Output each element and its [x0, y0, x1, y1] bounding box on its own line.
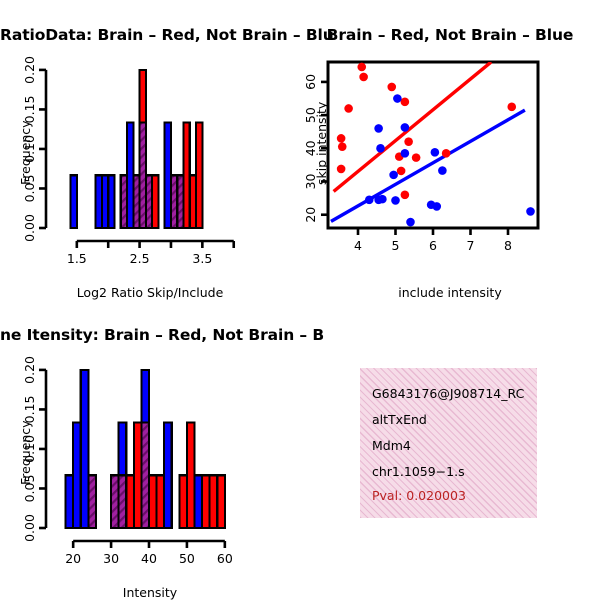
svg-text:0.20: 0.20	[22, 56, 37, 84]
svg-text:40: 40	[303, 140, 318, 156]
panel-ratio-histogram: RatioData: Brain – Red, Not Brain – Blu …	[0, 0, 334, 300]
panel-intensity-scatter: Brain – Red, Not Brain – Blue skip inten…	[300, 0, 600, 300]
svg-text:50: 50	[179, 551, 195, 566]
svg-text:4: 4	[354, 238, 362, 253]
svg-text:3.5: 3.5	[192, 251, 212, 266]
svg-text:0.10: 0.10	[22, 435, 37, 463]
panel-gene-xlabel: Intensity	[122, 585, 178, 600]
scatter-plot: 20 30 40 50 60 4 5 6 7 8	[303, 60, 540, 253]
panel-ratio-xlabel: Log2 Ratio Skip/Include	[76, 285, 224, 300]
svg-text:5: 5	[392, 238, 400, 253]
svg-text:20: 20	[65, 551, 81, 566]
svg-text:0.05: 0.05	[22, 175, 37, 203]
annotation-infobox: G6843176@J908714_RC altTxEnd Mdm4 chr1.1059…	[360, 368, 537, 518]
svg-text:60: 60	[217, 551, 233, 566]
info-line-5: Pval: 0.020003	[372, 488, 466, 503]
svg-text:0.15: 0.15	[22, 96, 37, 124]
ratio-histogram-plot: 0.00 0.05 0.10 0.15 0.20 1.5 2.5 3.5	[22, 56, 236, 266]
svg-text:2.5: 2.5	[130, 251, 150, 266]
svg-text:50: 50	[303, 107, 318, 123]
svg-text:8: 8	[504, 238, 512, 253]
svg-text:1.5: 1.5	[67, 251, 87, 266]
svg-text:0.20: 0.20	[22, 356, 37, 384]
svg-text:0.10: 0.10	[22, 135, 37, 163]
info-line-4: chr1.1059−1.s	[372, 464, 465, 479]
svg-text:40: 40	[141, 551, 157, 566]
svg-text:30: 30	[303, 174, 318, 190]
panel-scatter-title: Brain – Red, Not Brain – Blue	[326, 26, 574, 44]
svg-text:20: 20	[303, 207, 318, 223]
svg-text:7: 7	[467, 238, 475, 253]
panel-gene-title: ne Itensity: Brain – Red, Not Brain – B	[0, 326, 325, 344]
info-line-1: G6843176@J908714_RC	[372, 386, 525, 401]
info-line-3: Mdm4	[372, 438, 411, 453]
gene-intensity-histogram-plot: 0.00 0.05 0.10 0.15 0.20 20 30 40 50 60	[22, 356, 233, 566]
svg-text:30: 30	[103, 551, 119, 566]
panel-annotation-info: G6843176@J908714_RC altTxEnd Mdm4 chr1.1059…	[300, 300, 600, 600]
svg-text:0.05: 0.05	[22, 475, 37, 503]
panel-gene-intensity-histogram: ne Itensity: Brain – Red, Not Brain – B …	[0, 300, 325, 600]
svg-text:0.15: 0.15	[22, 396, 37, 424]
svg-text:0.00: 0.00	[22, 514, 37, 542]
svg-text:0.00: 0.00	[22, 214, 37, 242]
panel-ratio-title: RatioData: Brain – Red, Not Brain – Blu	[0, 26, 334, 44]
svg-text:60: 60	[303, 74, 318, 90]
info-line-2: altTxEnd	[372, 412, 427, 427]
svg-text:6: 6	[429, 238, 437, 253]
panel-scatter-xlabel: include intensity	[398, 285, 502, 300]
